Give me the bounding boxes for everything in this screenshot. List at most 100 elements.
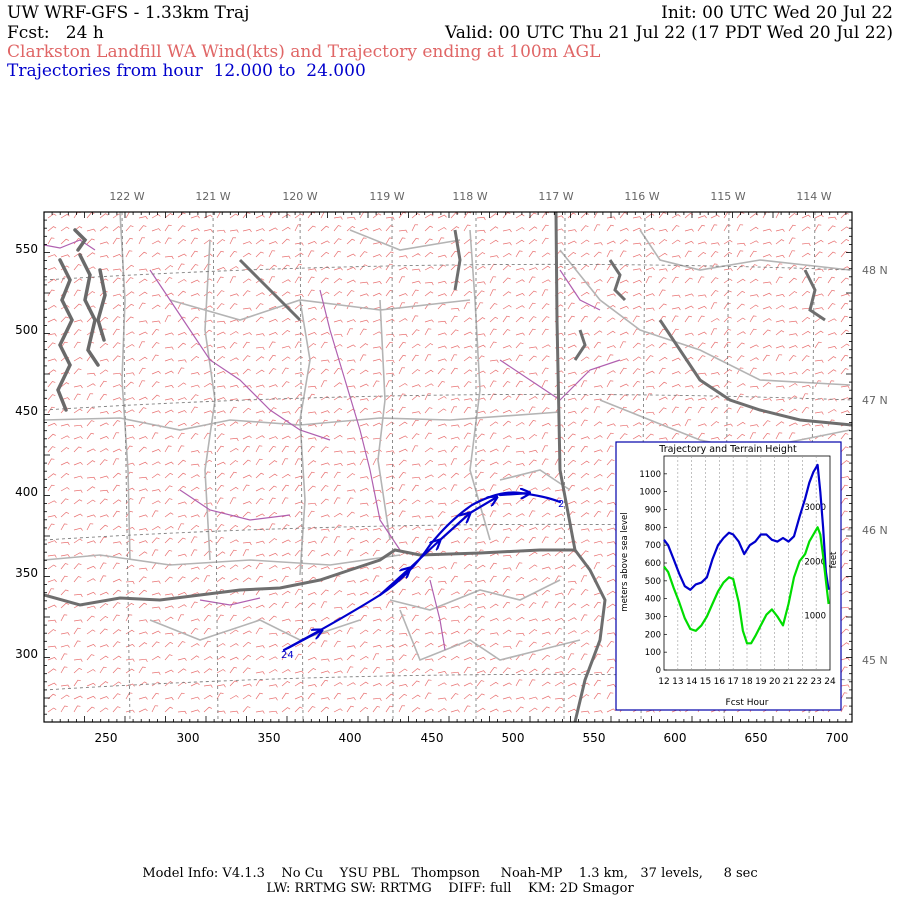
- wind-barb: [359, 398, 369, 402]
- wind-barb: [736, 383, 746, 388]
- wind-barb: [164, 358, 174, 362]
- wind-barb: [294, 706, 303, 713]
- wind-barb: [528, 239, 538, 245]
- wind-barb: [437, 408, 447, 414]
- wind-barb: [554, 537, 563, 544]
- wind-barb: [138, 658, 148, 663]
- wind-barb: [47, 554, 57, 558]
- wind-barb: [112, 667, 121, 674]
- wind-barb: [385, 681, 395, 687]
- wind-barb: [515, 632, 525, 637]
- wind-barb: [788, 264, 797, 271]
- wind-barb: [541, 344, 551, 349]
- wind-barb: [216, 410, 226, 414]
- wind-barb: [112, 384, 122, 388]
- wind-barb: [164, 706, 173, 713]
- wind-barb: [476, 302, 484, 310]
- wind-barb: [359, 369, 369, 375]
- wind-barb: [359, 528, 369, 532]
- wind-barb: [775, 294, 785, 298]
- wind-barb: [138, 488, 148, 492]
- wind-barb: [424, 679, 432, 687]
- wind-barb: [801, 316, 811, 323]
- wind-barb: [398, 333, 408, 338]
- wind-barb: [515, 292, 525, 297]
- wind-barb: [281, 291, 291, 297]
- wind-barb: [229, 250, 238, 258]
- wind-barb: [658, 252, 668, 258]
- wind-barb: [203, 229, 213, 233]
- wind-barb: [580, 575, 588, 583]
- wind-barb: [73, 368, 82, 375]
- wind-barb: [359, 343, 369, 349]
- wind-barb: [307, 627, 315, 635]
- wind-barb: [489, 448, 499, 453]
- wind-barb: [138, 278, 148, 284]
- wind-barb: [177, 459, 186, 466]
- wind-barb: [190, 433, 199, 440]
- wind-barb: [307, 549, 316, 557]
- wind-barb: [255, 356, 265, 362]
- wind-barb: [333, 333, 343, 338]
- wind-barb: [190, 228, 200, 232]
- wind-barb: [255, 278, 265, 284]
- wind-barb: [138, 497, 146, 505]
- longitude-labels: 122 W 121 W 120 W 119 W 118 W 117 W 116 …: [109, 190, 831, 203]
- wind-barb: [671, 307, 681, 311]
- wind-barb: [398, 510, 406, 518]
- wind-barb: [177, 537, 186, 544]
- wind-barb: [827, 346, 837, 350]
- wind-barb: [255, 419, 263, 427]
- latitude-label: 46 N: [862, 524, 888, 537]
- wind-barb: [125, 590, 135, 596]
- wind-barb: [437, 697, 447, 701]
- wind-barb: [606, 590, 616, 596]
- wind-barb: [86, 432, 95, 440]
- wind-barb: [242, 368, 251, 375]
- wind-barb: [307, 576, 316, 583]
- wind-barb: [541, 212, 549, 219]
- wind-barb: [333, 550, 342, 557]
- wind-barb: [346, 238, 355, 245]
- wind-barb: [684, 419, 692, 427]
- wind-barb: [281, 707, 291, 713]
- wind-barb: [437, 511, 446, 518]
- wind-barb: [151, 500, 161, 505]
- wind-barb: [60, 276, 68, 284]
- wind-barb: [242, 407, 252, 414]
- wind-barb: [567, 603, 577, 609]
- wind-barb: [385, 276, 393, 284]
- wind-barb: [619, 279, 629, 284]
- wind-barb: [294, 484, 302, 492]
- wind-barb: [216, 669, 226, 674]
- wind-barb: [840, 343, 850, 349]
- wind-barb: [372, 372, 382, 376]
- longitude-label: 116 W: [624, 190, 659, 203]
- wind-barb: [138, 589, 147, 596]
- wind-barb: [801, 330, 811, 336]
- wind-barb: [164, 315, 172, 323]
- wind-barb: [580, 281, 590, 285]
- wind-barb: [632, 227, 642, 232]
- wind-barb: [73, 436, 83, 440]
- wind-barb: [164, 498, 173, 505]
- wind-barb: [814, 293, 824, 297]
- wind-barb: [112, 420, 121, 427]
- wind-barb: [541, 525, 551, 531]
- wind-barb: [645, 307, 655, 311]
- wind-barb: [268, 523, 276, 531]
- wind-barb: [541, 380, 549, 388]
- wind-barb: [138, 551, 148, 557]
- wind-barb: [112, 552, 122, 557]
- wind-barb: [190, 536, 198, 544]
- wind-barb: [736, 433, 746, 440]
- wind-barb: [476, 606, 486, 610]
- wind-barb: [229, 486, 239, 492]
- wind-barb: [255, 292, 265, 297]
- wind-barb: [788, 355, 797, 362]
- wind-barb: [606, 666, 615, 674]
- wind-barb: [281, 552, 291, 557]
- wind-barb: [86, 540, 96, 544]
- wind-barb: [190, 643, 200, 648]
- wind-barb: [541, 458, 549, 466]
